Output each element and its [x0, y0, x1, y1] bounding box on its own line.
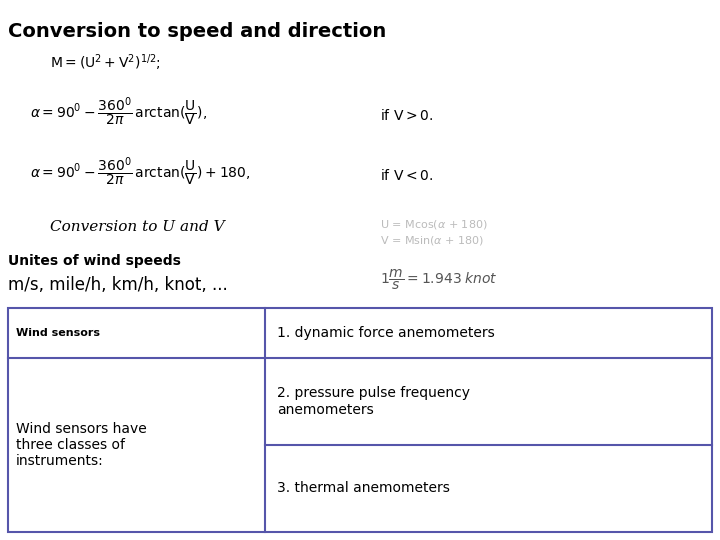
Text: 1. dynamic force anemometers: 1. dynamic force anemometers [277, 326, 495, 340]
Text: 3. thermal anemometers: 3. thermal anemometers [277, 482, 450, 496]
Text: U = Mcos($\alpha$ + 180): U = Mcos($\alpha$ + 180) [380, 218, 487, 231]
Text: $1\dfrac{m}{s}=1.943\;knot$: $1\dfrac{m}{s}=1.943\;knot$ [380, 268, 498, 292]
Text: m/s, mile/h, km/h, knot, ...: m/s, mile/h, km/h, knot, ... [8, 276, 228, 294]
Text: $\alpha = 90^0 - \dfrac{360^0}{2\pi}\,\mathrm{arctan}(\dfrac{\mathrm{U}}{\mathrm: $\alpha = 90^0 - \dfrac{360^0}{2\pi}\,\m… [30, 155, 251, 188]
Text: Conversion to U and V: Conversion to U and V [50, 220, 225, 234]
Text: Unites of wind speeds: Unites of wind speeds [8, 254, 181, 268]
Text: Wind sensors: Wind sensors [16, 328, 100, 338]
Text: if $\mathrm{V} > 0.$: if $\mathrm{V} > 0.$ [380, 108, 433, 123]
Text: if $\mathrm{V} < 0.$: if $\mathrm{V} < 0.$ [380, 168, 433, 183]
Text: V = Msin($\alpha$ + 180): V = Msin($\alpha$ + 180) [380, 234, 485, 247]
Text: Wind sensors have
three classes of
instruments:: Wind sensors have three classes of instr… [16, 422, 147, 468]
Text: $\mathrm{M} = (\mathrm{U}^2 + \mathrm{V}^2)^{1/2};$: $\mathrm{M} = (\mathrm{U}^2 + \mathrm{V}… [50, 52, 161, 72]
Bar [8, 308, 712, 532]
Text: Conversion to speed and direction: Conversion to speed and direction [8, 22, 386, 41]
Text: $\alpha = 90^0 - \dfrac{360^0}{2\pi}\,\mathrm{arctan}(\dfrac{\mathrm{U}}{\mathrm: $\alpha = 90^0 - \dfrac{360^0}{2\pi}\,\m… [30, 95, 207, 128]
Text: 2. pressure pulse frequency
anemometers: 2. pressure pulse frequency anemometers [277, 387, 470, 416]
